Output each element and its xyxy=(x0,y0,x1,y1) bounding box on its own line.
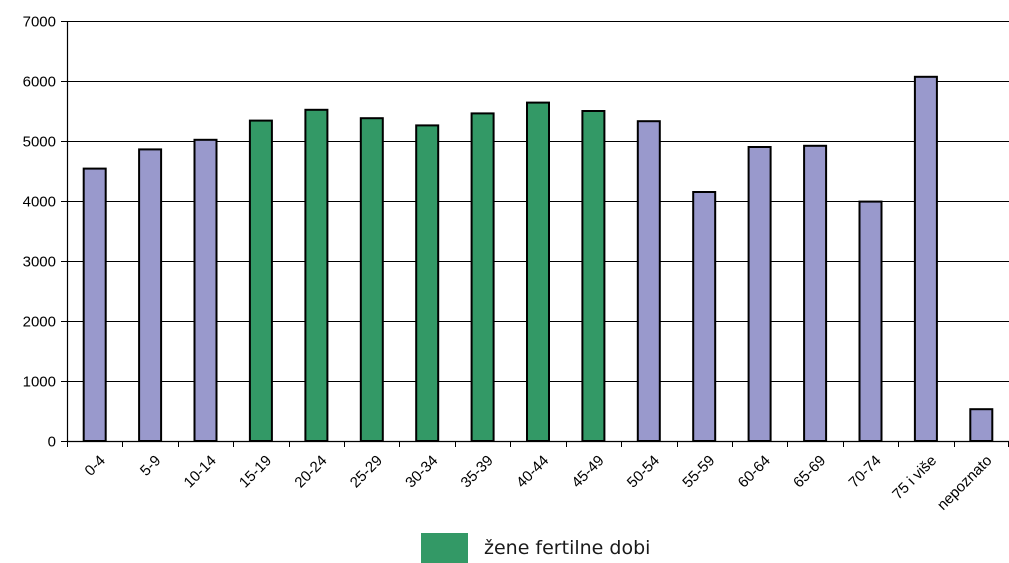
x-tick-label: 0-4 xyxy=(82,452,109,479)
bar xyxy=(636,120,661,442)
bar xyxy=(82,167,107,442)
bars xyxy=(82,75,994,443)
y-tick-label: 4000 xyxy=(23,194,56,211)
bar xyxy=(692,191,717,442)
x-tick-label: 25-29 xyxy=(347,452,386,491)
bar xyxy=(858,200,883,442)
bar xyxy=(415,124,440,443)
bar xyxy=(913,75,938,443)
x-tick-label: nepoznato xyxy=(934,452,996,514)
axes xyxy=(61,21,1009,447)
bar-chart: 0 1000 2000 3000 4000 5000 6000 7000 0-4 5-9 10-14… xyxy=(23,14,1009,514)
y-tick-label: 7000 xyxy=(23,14,56,31)
x-tick-label: 10-14 xyxy=(181,452,220,491)
x-tick-label: 50-54 xyxy=(624,452,663,491)
y-tick-label: 3000 xyxy=(23,254,56,271)
x-tick-label: 5-9 xyxy=(137,452,164,479)
x-tick-label: 35-39 xyxy=(458,452,497,491)
bar xyxy=(248,119,273,442)
y-tick-label: 1000 xyxy=(23,374,56,391)
bar xyxy=(969,408,994,443)
x-tick-label: 30-34 xyxy=(402,452,441,491)
y-tick-label: 6000 xyxy=(23,74,56,91)
x-tick-label: 45-49 xyxy=(568,452,607,491)
y-tick-label: 2000 xyxy=(23,314,56,331)
x-tick-label: 40-44 xyxy=(513,452,552,491)
x-tick-label: 75 i više xyxy=(889,452,940,503)
bar xyxy=(138,148,163,442)
legend-swatch xyxy=(421,533,468,563)
x-tick-label: 65-69 xyxy=(790,452,829,491)
bar xyxy=(526,101,550,442)
bar xyxy=(359,117,384,442)
x-tick-label: 20-24 xyxy=(291,452,330,491)
y-tick-label: 0 xyxy=(48,434,56,451)
legend-label: žene fertilne dobi xyxy=(484,537,651,559)
tick-labels: 0 1000 2000 3000 4000 5000 6000 7000 0-4 5-9 10-14… xyxy=(23,14,996,514)
bar xyxy=(581,110,606,442)
bar xyxy=(747,146,772,442)
bar xyxy=(803,144,828,443)
y-tick-label: 5000 xyxy=(23,134,56,151)
x-tick-label: 70-74 xyxy=(846,452,885,491)
bar xyxy=(470,112,495,443)
x-tick-label: 15-19 xyxy=(236,452,275,491)
bar xyxy=(193,138,218,443)
legend: žene fertilne dobi xyxy=(421,533,650,563)
x-tick-label: 55-59 xyxy=(679,452,718,491)
x-tick-label: 60-64 xyxy=(735,452,774,491)
bar xyxy=(304,108,329,443)
